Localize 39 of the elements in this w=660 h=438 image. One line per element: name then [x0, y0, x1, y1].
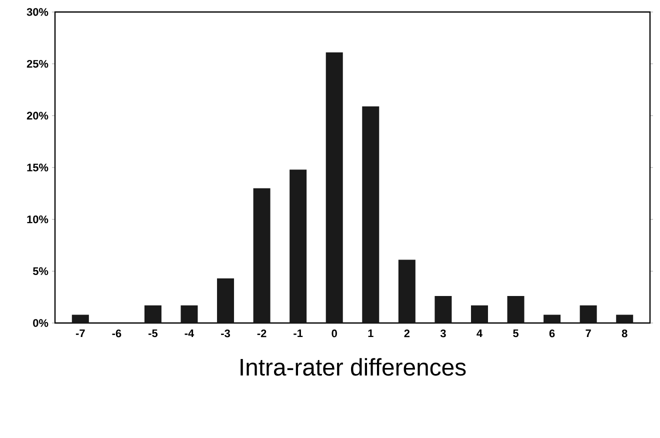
x-tick-label: 3 — [440, 330, 446, 338]
x-tick-label: 4 — [476, 330, 482, 338]
bar — [217, 278, 234, 323]
x-tick-label: 5 — [513, 330, 518, 338]
y-tick-label: 20% — [26, 112, 48, 120]
x-tick-label: 2 — [404, 330, 410, 338]
y-tick-label: 10% — [27, 215, 48, 224]
x-tick-label: -4 — [184, 330, 194, 338]
x-tick-label: -6 — [112, 330, 122, 338]
y-tick-label: 30% — [26, 8, 48, 16]
x-tick-label: 6 — [549, 330, 555, 338]
bar — [544, 314, 561, 323]
bar — [362, 106, 380, 323]
x-tick-label: -5 — [148, 330, 158, 338]
bar — [72, 314, 89, 323]
bar — [434, 296, 452, 323]
y-tick-label: 5% — [32, 267, 48, 276]
x-tick-label: -7 — [76, 330, 85, 338]
x-tick-label: 8 — [622, 330, 628, 338]
bar — [326, 52, 343, 323]
bar — [580, 305, 597, 323]
bar — [507, 296, 524, 323]
bar — [398, 260, 416, 323]
x-tick-label: -1 — [294, 330, 303, 338]
x-tick-label: 1 — [368, 330, 374, 338]
bar — [253, 188, 270, 323]
x-tick-label: 0 — [332, 330, 337, 338]
bar — [290, 170, 307, 323]
x-tick-label: -2 — [257, 330, 266, 338]
x-tick-label: 7 — [586, 330, 591, 338]
bar — [144, 305, 162, 323]
y-tick-label: 15% — [27, 164, 48, 172]
y-tick-label: 0% — [33, 319, 48, 327]
x-axis-title: Intra-rater differences — [240, 358, 466, 376]
bar — [616, 314, 634, 323]
y-tick-label: 25% — [26, 60, 48, 68]
x-tick-label: -3 — [221, 330, 230, 338]
bar — [470, 305, 488, 323]
bar — [180, 305, 198, 323]
